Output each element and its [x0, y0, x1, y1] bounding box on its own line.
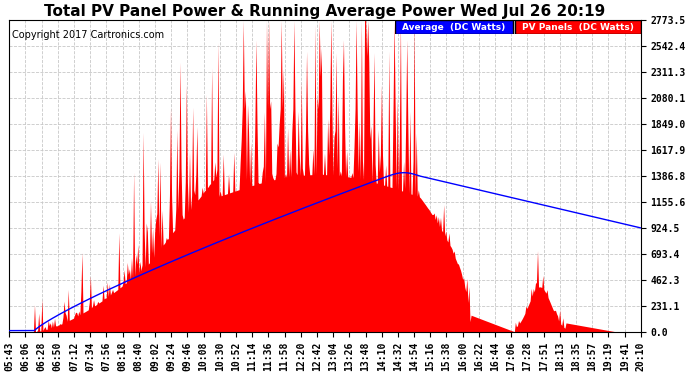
Title: Total PV Panel Power & Running Average Power Wed Jul 26 20:19: Total PV Panel Power & Running Average P… — [44, 4, 606, 19]
Text: Copyright 2017 Cartronics.com: Copyright 2017 Cartronics.com — [12, 30, 164, 40]
